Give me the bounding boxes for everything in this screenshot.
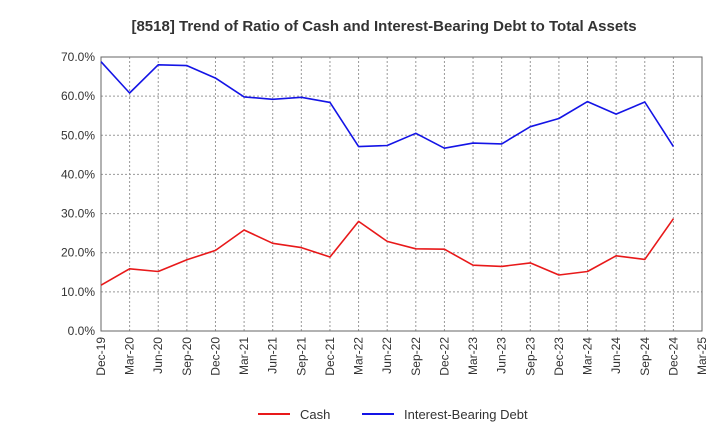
y-tick-label: 20.0% bbox=[61, 246, 95, 260]
y-tick-label: 70.0% bbox=[61, 50, 95, 64]
x-tick-label: Jun-24 bbox=[609, 337, 623, 374]
x-tick-label: Mar-20 bbox=[123, 337, 137, 375]
x-tick-label: Mar-25 bbox=[695, 337, 709, 375]
plot-area bbox=[101, 57, 702, 331]
x-tick-label: Jun-23 bbox=[495, 337, 509, 374]
legend-label-cash: Cash bbox=[300, 407, 330, 422]
y-tick-label: 10.0% bbox=[61, 285, 95, 299]
legend-label-interest-bearing-debt: Interest-Bearing Debt bbox=[404, 407, 528, 422]
x-tick-label: Sep-20 bbox=[180, 337, 194, 376]
x-tick-label: Mar-23 bbox=[466, 337, 480, 375]
axes: 0.0% 10.0% 20.0% 30.0% 40.0% 50.0% 60.0% 70.0% D… bbox=[61, 50, 709, 376]
x-tick-label: Sep-22 bbox=[409, 337, 423, 376]
x-tick-label: Dec-20 bbox=[208, 337, 222, 376]
x-tick-label: Dec-24 bbox=[666, 337, 680, 376]
y-tick-label: 60.0% bbox=[61, 89, 95, 103]
x-tick-label: Jun-20 bbox=[151, 337, 165, 374]
y-tick-label: 50.0% bbox=[61, 128, 95, 142]
plot-border bbox=[100, 56, 703, 332]
interest-bearing-debt-line bbox=[100, 61, 675, 149]
x-tick-label: Dec-19 bbox=[94, 337, 108, 376]
grid bbox=[100, 56, 703, 332]
cash-line bbox=[100, 218, 675, 286]
x-tick-label: Mar-22 bbox=[352, 337, 366, 375]
legend: Cash Interest-Bearing Debt bbox=[258, 407, 528, 422]
y-tick-label: 30.0% bbox=[61, 207, 95, 221]
x-tick-label: Mar-21 bbox=[237, 337, 251, 375]
x-tick-label: Dec-23 bbox=[552, 337, 566, 376]
chart-title: [8518] Trend of Ratio of Cash and Intere… bbox=[131, 18, 636, 35]
y-tick-label: 0.0% bbox=[68, 324, 96, 338]
x-tick-label: Dec-22 bbox=[437, 337, 451, 376]
x-tick-label: Sep-23 bbox=[523, 337, 537, 376]
x-tick-label: Jun-22 bbox=[380, 337, 394, 374]
x-tick-label: Sep-24 bbox=[638, 337, 652, 376]
x-tick-label: Dec-21 bbox=[323, 337, 337, 376]
series-lines bbox=[100, 61, 675, 286]
y-tick-label: 40.0% bbox=[61, 167, 95, 181]
x-tick-label: Jun-21 bbox=[266, 337, 280, 374]
x-tick-label: Sep-21 bbox=[294, 337, 308, 376]
x-tick-label: Mar-24 bbox=[581, 337, 595, 375]
